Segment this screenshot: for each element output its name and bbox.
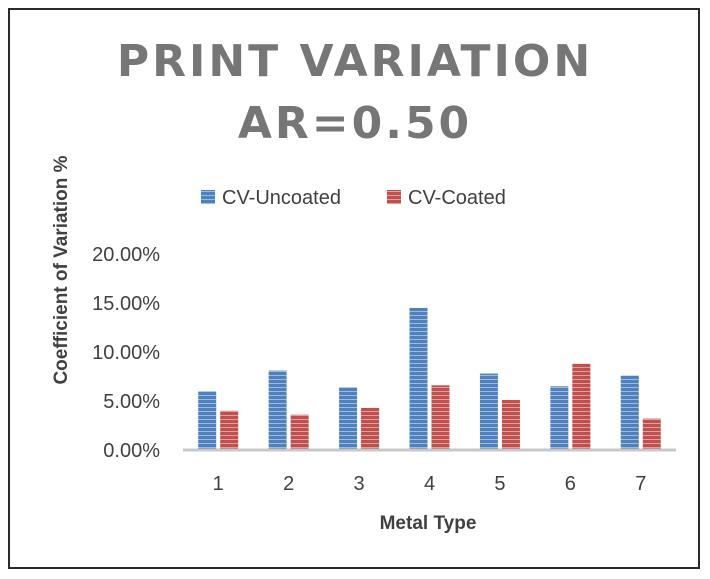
y-axis-title: Coefficient of Variation % [51,155,72,384]
y-axis-ticks: 0.00% 5.00% 10.00% 15.00% 20.00% [92,244,160,462]
bar-coated-1 [220,410,239,450]
bar-uncoated-2 [268,370,287,450]
bar-coated-3 [361,407,380,450]
legend-label-uncoated: CV-Uncoated [222,187,341,209]
bar-uncoated-4 [409,307,428,450]
x-tick-label: 3 [354,473,365,495]
bar-uncoated-1 [198,391,217,450]
y-tick-label: 5.00% [103,391,160,413]
chart-title-line-1: PRINT VARIATION [116,36,594,87]
bar-coated-5 [501,400,520,450]
chart-title-line-2: AR=0.50 [237,98,473,149]
bar-uncoated-6 [550,386,569,450]
bar-coated-2 [290,414,309,450]
y-tick-label: 15.00% [92,293,160,315]
bars [198,307,661,450]
x-tick-label: 7 [635,473,646,495]
legend: CV-Uncoated CV-Coated [201,187,506,209]
x-tick-label: 5 [494,473,505,495]
x-axis-title: Metal Type [380,513,477,534]
x-tick-label: 2 [283,473,294,495]
chart-frame [8,8,700,569]
y-tick-label: 20.00% [92,244,160,266]
bar-uncoated-3 [339,387,358,450]
x-tick-label: 4 [424,473,435,495]
y-tick-label: 0.00% [103,440,160,462]
x-tick-label: 6 [565,473,576,495]
x-tick-label: 1 [213,473,224,495]
bar-uncoated-5 [479,373,498,450]
bar-coated-7 [642,418,661,450]
bar-coated-6 [572,363,591,450]
x-axis-ticks: 1 2 3 4 5 6 7 [213,473,647,495]
bar-uncoated-7 [620,375,639,450]
legend-label-coated: CV-Coated [408,187,506,209]
legend-swatch-coated [387,190,401,204]
legend-swatch-uncoated [201,190,215,204]
bar-coated-4 [431,385,450,450]
y-tick-label: 10.00% [92,342,160,364]
